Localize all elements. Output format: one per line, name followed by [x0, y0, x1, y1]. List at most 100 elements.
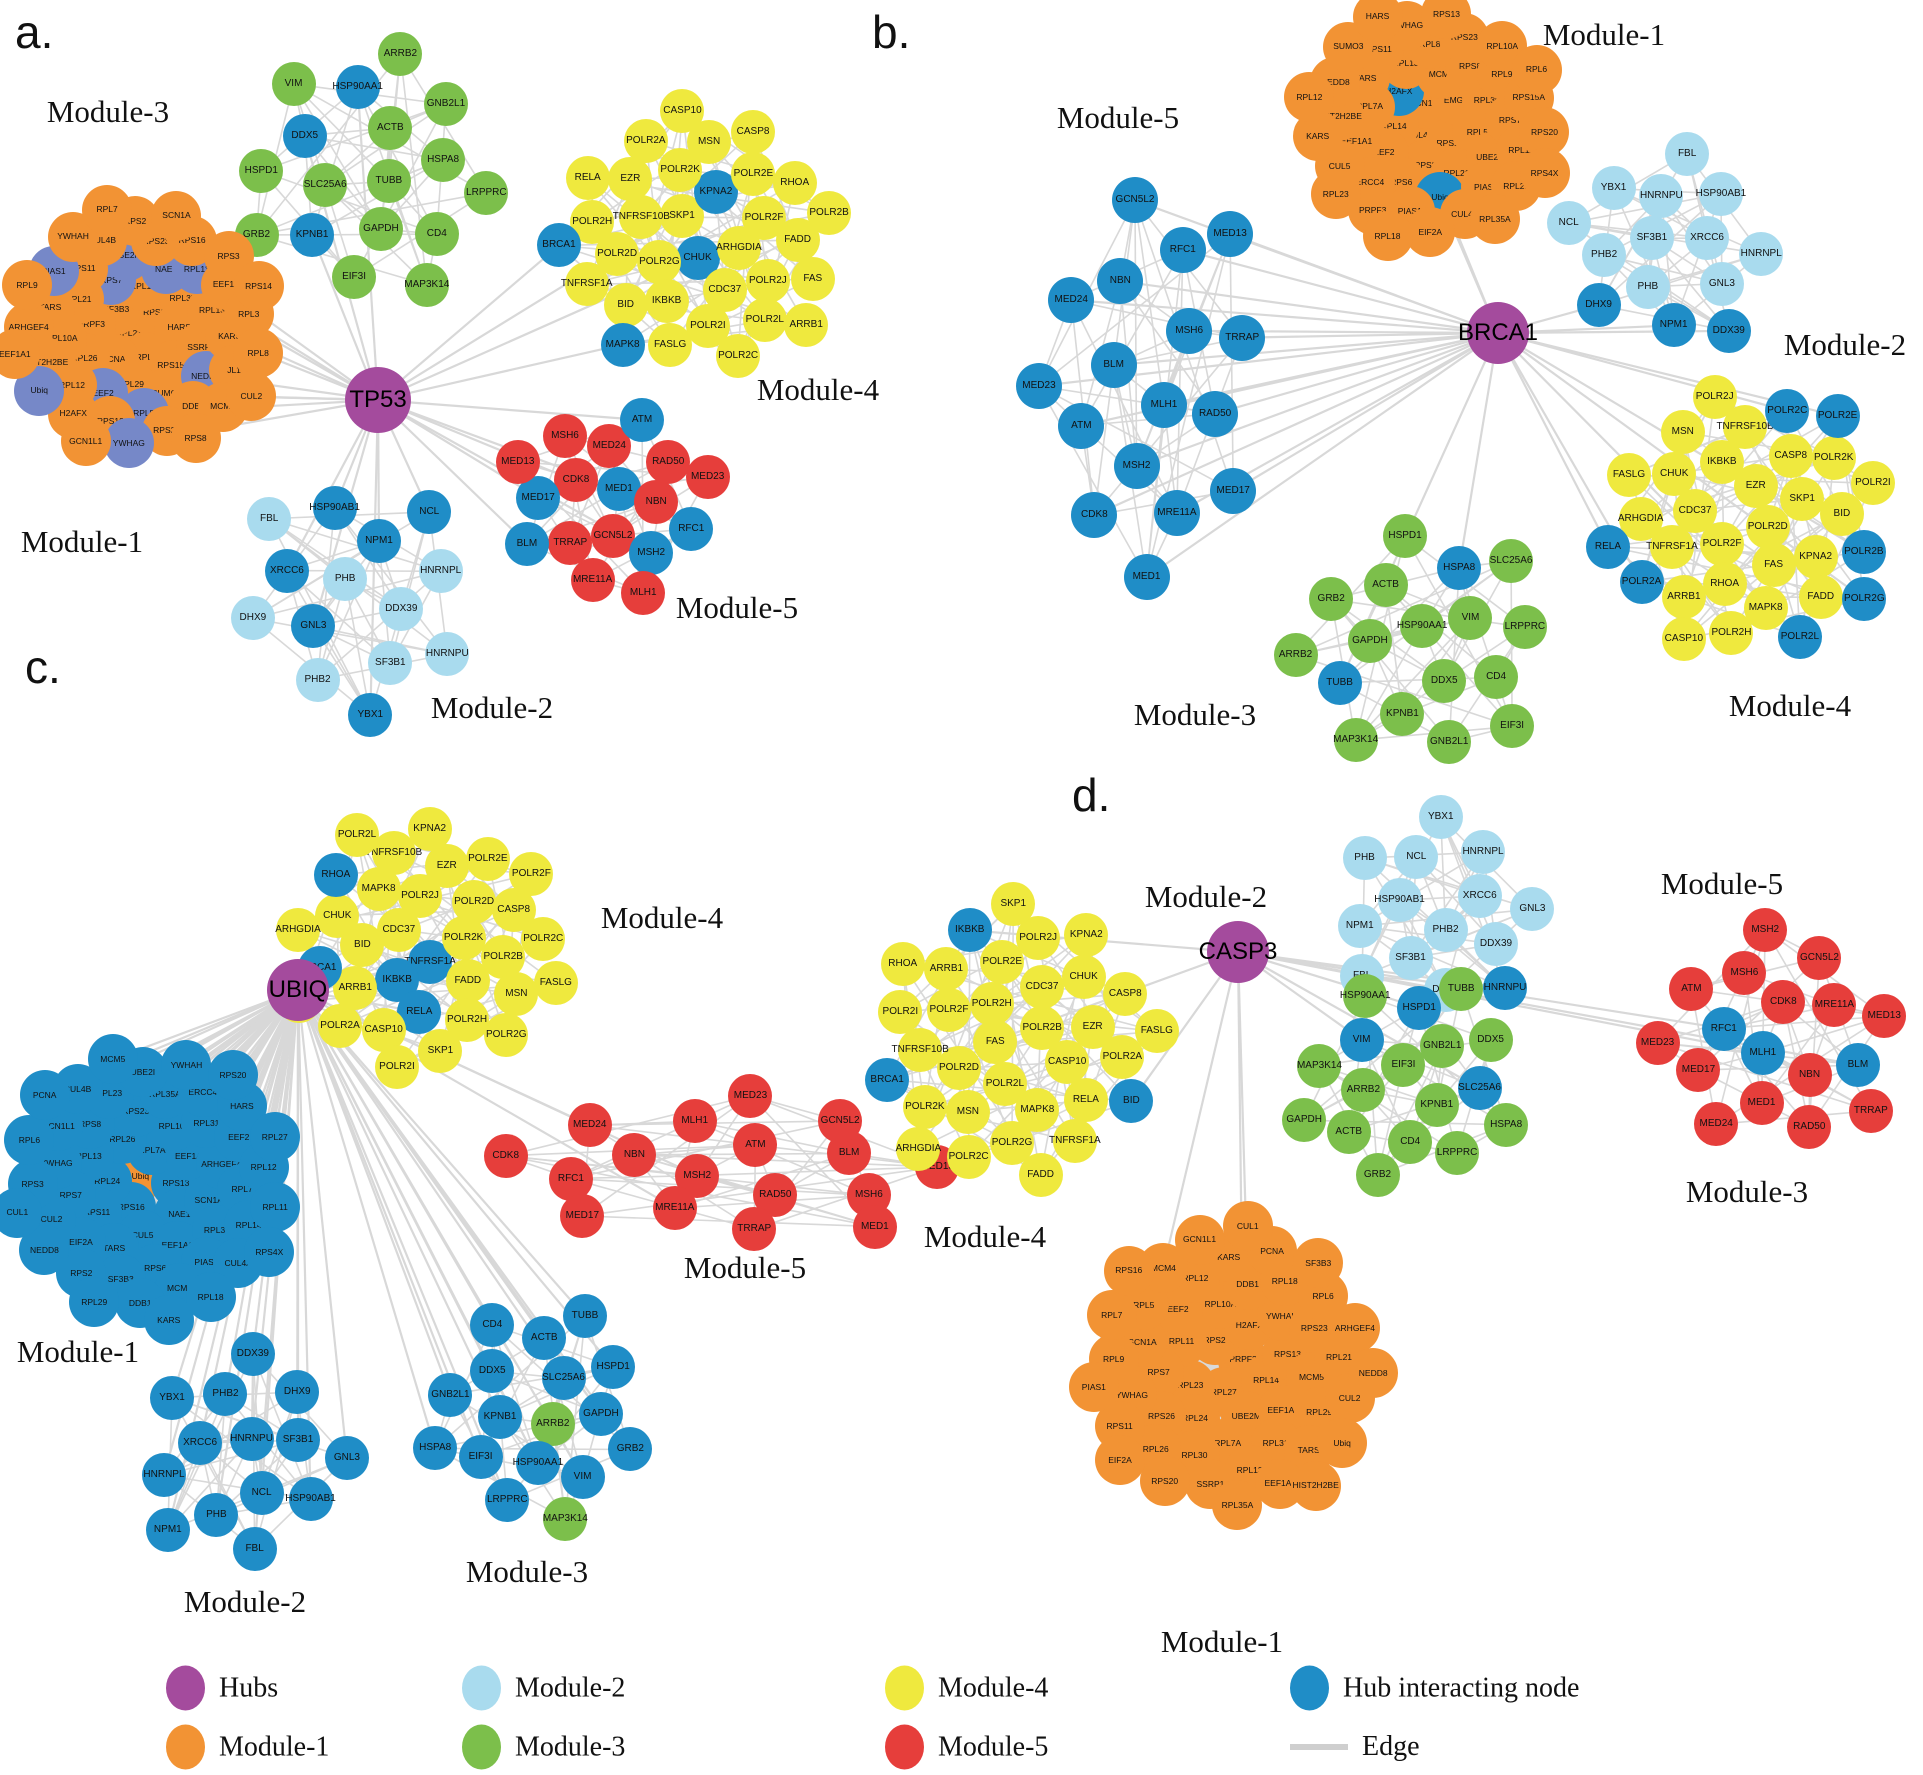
- node-label: RPL29: [1306, 1406, 1333, 1417]
- node-label: PHB2: [212, 1388, 239, 1400]
- node-label: POLR2H: [447, 1013, 488, 1025]
- node-label: RPS6: [144, 1263, 167, 1274]
- node-label: RPL30: [1473, 95, 1500, 106]
- node-rpl9: RPL9: [2, 260, 53, 311]
- node-atm: ATM: [620, 397, 665, 442]
- node-slc25a6: SLC25A6: [1489, 538, 1534, 583]
- node-label: RPL5: [1133, 1299, 1155, 1310]
- node-label: POLR2H: [572, 215, 613, 227]
- node-polr2h: POLR2H: [1709, 611, 1754, 656]
- node-msh6: MSH6: [542, 414, 587, 459]
- node-kpnb1: KPNB1: [478, 1394, 523, 1439]
- node-ddx5: DDX5: [1422, 659, 1467, 704]
- node-map3k14: MAP3K14: [1297, 1043, 1342, 1088]
- node-label: RPL7A: [138, 1144, 166, 1155]
- node-label: PHB: [334, 573, 356, 585]
- node-label: EEF2: [92, 387, 114, 398]
- node-label: HSP90AB1: [285, 1492, 336, 1504]
- module-label-d-module-5: Module-5: [1660, 866, 1784, 901]
- node-label: GCN1L1: [41, 1120, 75, 1131]
- node-label: MED13: [920, 1160, 954, 1172]
- node-label: CHUK: [323, 909, 352, 921]
- node-label: RPL23: [115, 327, 142, 338]
- node-label: SKP1: [669, 209, 695, 221]
- node-label: CD4: [482, 1318, 503, 1330]
- node-label: MED1: [1132, 571, 1161, 583]
- node-label: RPL23: [1322, 188, 1349, 199]
- node-label: PHB: [206, 1509, 227, 1521]
- node-label: RPS8: [184, 433, 207, 444]
- node-label: KARS: [218, 330, 242, 341]
- node-rps4x: RPS4X: [244, 1227, 295, 1278]
- node-atm: ATM: [1058, 402, 1105, 449]
- node-label: RPS23: [142, 235, 170, 246]
- module-label-a-module-4: Module-4: [756, 372, 880, 407]
- node-med1: MED1: [1123, 554, 1170, 601]
- node-label: RFC1: [1169, 243, 1196, 255]
- node-label: NEDD8: [30, 1244, 59, 1255]
- node-label: CUL5: [131, 1229, 154, 1240]
- node-label: RPS11: [69, 263, 96, 274]
- node-gnb2l1: GNB2L1: [423, 82, 468, 127]
- node-label: HSP90AB1: [1695, 187, 1747, 199]
- node-label: NEDD8: [1358, 1367, 1388, 1378]
- node-label: RPL10A: [1486, 40, 1519, 51]
- node-label: RPL14: [129, 280, 156, 291]
- node-ddx39: DDX39: [379, 586, 424, 631]
- node-label: HNRNPU: [230, 1432, 273, 1444]
- node-ybx1: YBX1: [348, 693, 393, 738]
- node-label: RELA: [406, 1006, 433, 1018]
- node-label: GRB2: [616, 1443, 644, 1455]
- node-label: RPS23: [1450, 32, 1478, 43]
- node-phb2: PHB2: [203, 1372, 248, 1417]
- node-label: BLM: [838, 1147, 860, 1159]
- node-label: POLR2K: [1814, 451, 1854, 463]
- node-label: XRCC6: [183, 1436, 218, 1448]
- node-label: UBE2M: [1476, 151, 1506, 162]
- node-label: HSPD1: [596, 1361, 630, 1373]
- node-label: RPL9: [1102, 1354, 1125, 1365]
- node-ezr: EZR: [424, 844, 469, 889]
- node-label: GNL3: [333, 1452, 360, 1464]
- node-label: ACTB: [1372, 578, 1399, 590]
- node-polr2b: POLR2B: [807, 191, 852, 236]
- node-label: ARHGEF4: [1334, 1322, 1376, 1333]
- node-lrpprc: LRPPRC: [1502, 605, 1547, 650]
- node-label: IKBKB: [382, 973, 412, 985]
- node-label: NEDD8: [191, 370, 220, 381]
- node-label: TNFRSF1A: [1048, 1135, 1101, 1147]
- node-label: MLH1: [681, 1115, 709, 1127]
- node-sf3b1: SF3B1: [1629, 216, 1674, 261]
- node-cdk8: CDK8: [553, 458, 598, 503]
- node-label: NBN: [645, 495, 667, 507]
- node-faslg: FASLG: [1134, 1009, 1179, 1054]
- node-rpl18: RPL18: [1362, 210, 1413, 261]
- node-label: POLR2K: [660, 163, 700, 175]
- node-label: MED24: [1699, 1118, 1733, 1130]
- node-eif2a: EIF2A: [1405, 206, 1456, 257]
- node-gapdh: GAPDH: [358, 207, 403, 251]
- node-rhoa: RHOA: [313, 853, 358, 898]
- node-label: RPL31: [1262, 1437, 1289, 1448]
- node-label: POLR2I: [690, 320, 726, 332]
- node-label: RPL24: [94, 1175, 121, 1186]
- node-label: FAS: [985, 1035, 1005, 1047]
- node-label: CDC37: [1678, 504, 1712, 516]
- node-label: HSP90AB1: [1374, 894, 1425, 906]
- node-label: EIF2A: [1418, 226, 1443, 237]
- node-rpl6: RPL6: [4, 1115, 55, 1166]
- node-label: POLR2A: [1621, 576, 1662, 588]
- node-mlh1: MLH1: [1740, 1030, 1785, 1075]
- node-tnfrsf10b: TNFRSF10B: [365, 831, 422, 876]
- node-phb2: PHB2: [1582, 233, 1627, 278]
- node-label: MED1: [860, 1220, 889, 1232]
- node-cul1: CUL1: [0, 1187, 43, 1238]
- node-label: MSH6: [551, 430, 579, 442]
- node-label: SF3B3: [1305, 1257, 1332, 1268]
- node-polr2l: POLR2L: [335, 813, 380, 858]
- node-ybx1: YBX1: [150, 1375, 195, 1420]
- node-label: ATM: [1071, 419, 1092, 431]
- node-label: ACTB: [376, 121, 404, 133]
- node-hspd1: HSPD1: [1397, 985, 1442, 1030]
- node-label: FADD: [784, 234, 811, 246]
